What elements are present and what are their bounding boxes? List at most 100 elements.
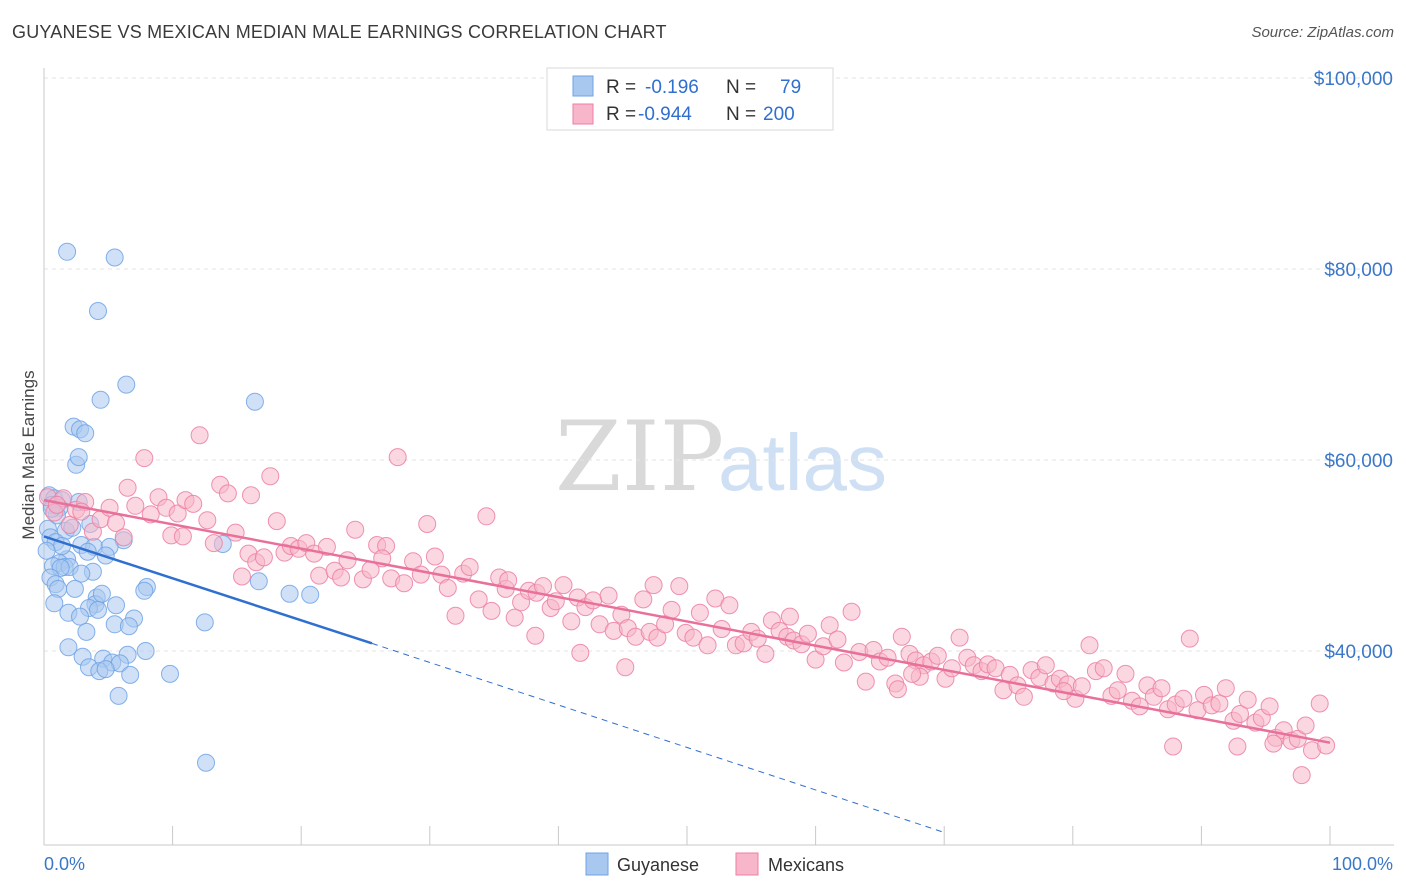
- x-tick-label-0: 0.0%: [44, 854, 85, 874]
- point-mexicans-13: [135, 449, 154, 468]
- gridlines: [44, 77, 1394, 652]
- legend-n-label-2: N =: [726, 104, 756, 125]
- legend-r-value-2: -0.944: [638, 104, 692, 125]
- legend-bottom: Guyanese Mexicans: [585, 852, 844, 876]
- point-mexicans-53: [418, 515, 437, 533]
- point-guyanese-39: [249, 572, 268, 591]
- point-guyanese-52: [89, 600, 107, 619]
- x-tick-labels: 0.0% 100.0%: [44, 854, 1393, 874]
- y-tick-label-1: $60,000: [1324, 451, 1393, 472]
- point-mexicans-163: [1210, 694, 1229, 713]
- watermark: ZIP atlas: [555, 401, 887, 513]
- point-mexicans-61: [477, 507, 496, 526]
- point-mexicans-50: [395, 574, 414, 593]
- point-mexicans-112: [842, 602, 861, 621]
- point-mexicans-42: [338, 551, 357, 570]
- point-mexicans-181: [242, 486, 260, 505]
- legend-n-label-1: N =: [726, 77, 756, 98]
- chart-title: GUYANESE VS MEXICAN MEDIAN MALE EARNINGS…: [12, 22, 667, 42]
- point-guyanese-48: [45, 594, 64, 613]
- point-mexicans-85: [648, 628, 667, 647]
- point-mexicans-127: [950, 628, 969, 647]
- point-mexicans-38: [310, 566, 329, 585]
- x-tick-label-1: 100.0%: [1332, 854, 1393, 874]
- point-mexicans-10: [114, 528, 133, 547]
- point-mexicans-32: [267, 512, 286, 531]
- point-mexicans-25: [218, 484, 237, 503]
- point-mexicans-145: [1080, 636, 1099, 655]
- point-mexicans-88: [670, 577, 689, 596]
- point-guyanese-5: [245, 392, 264, 411]
- point-mexicans-150: [1116, 664, 1135, 683]
- point-mexicans-59: [460, 558, 479, 576]
- point-mexicans-185: [780, 607, 799, 626]
- point-mexicans-114: [856, 672, 875, 691]
- point-mexicans-111: [834, 653, 853, 672]
- point-mexicans-78: [599, 586, 618, 605]
- point-mexicans-39: [317, 537, 336, 556]
- point-mexicans-18: [168, 504, 187, 523]
- point-mexicans-193: [888, 680, 907, 699]
- point-mexicans-92: [698, 636, 717, 655]
- point-mexicans-170: [1260, 697, 1279, 716]
- trend-lines: [43, 498, 1331, 833]
- point-mexicans-190: [1264, 734, 1283, 753]
- point-guyanese-8: [76, 424, 95, 443]
- point-mexicans-139: [1036, 656, 1055, 675]
- bottom-legend-swatch-mexicans: [735, 852, 759, 876]
- source-label: Source: ZipAtlas.com: [1251, 24, 1394, 41]
- point-mexicans-107: [806, 650, 825, 669]
- legend-swatch-mexicans: [572, 103, 594, 125]
- bottom-legend-swatch-guyanese: [585, 852, 609, 876]
- point-guyanese-1: [105, 248, 124, 267]
- legend-r-label-2: R =: [606, 104, 636, 125]
- point-guyanese-70: [161, 664, 179, 683]
- point-guyanese-4: [91, 390, 110, 409]
- point-mexicans-83: [634, 590, 653, 609]
- watermark-zip: ZIP: [555, 401, 724, 513]
- bottom-legend-label-mexicans: Mexicans: [768, 855, 844, 875]
- point-guyanese-50: [107, 596, 125, 615]
- point-mexicans-159: [1180, 629, 1199, 648]
- point-mexicans-41: [332, 568, 351, 587]
- point-guyanese-60: [59, 638, 78, 657]
- point-mexicans-147: [1094, 659, 1113, 678]
- point-mexicans-95: [720, 596, 739, 615]
- point-guyanese-72: [109, 686, 128, 705]
- legend-r-value-1: -0.196: [645, 77, 699, 98]
- x-axis-ticks: [43, 826, 1331, 845]
- point-mexicans-20: [184, 494, 203, 513]
- point-mexicans-136: [1014, 687, 1033, 706]
- point-mexicans-30: [254, 548, 273, 567]
- point-mexicans-178: [1317, 736, 1336, 755]
- point-guyanese-3: [117, 375, 136, 394]
- point-mexicans-188: [1164, 737, 1183, 756]
- point-mexicans-110: [828, 630, 847, 649]
- point-mexicans-124: [928, 646, 947, 665]
- point-mexicans-195: [616, 658, 635, 677]
- point-mexicans-184: [644, 576, 663, 595]
- point-mexicans-175: [1296, 716, 1315, 735]
- y-tick-label-3: $100,000: [1314, 69, 1393, 90]
- point-guyanese-73: [197, 753, 215, 772]
- point-mexicans-158: [1174, 689, 1193, 708]
- point-mexicans-164: [1216, 679, 1235, 698]
- point-mexicans-76: [584, 591, 603, 610]
- point-mexicans-167: [1238, 690, 1257, 709]
- y-axis-label: Median Male Earnings: [19, 370, 38, 539]
- point-guyanese-0: [58, 242, 77, 261]
- trend-line-mexicans: [43, 498, 1331, 744]
- point-guyanese-78: [37, 541, 56, 560]
- point-mexicans-52: [411, 565, 430, 584]
- point-mexicans-11: [118, 478, 137, 497]
- point-mexicans-180: [173, 527, 192, 546]
- point-mexicans-155: [1152, 679, 1171, 698]
- point-mexicans-65: [505, 608, 524, 627]
- point-guyanese-2: [89, 302, 107, 320]
- y-tick-label-2: $80,000: [1324, 260, 1393, 281]
- point-guyanese-61: [136, 642, 155, 660]
- point-mexicans-23: [204, 534, 223, 553]
- point-mexicans-56: [438, 579, 457, 597]
- point-guyanese-54: [71, 607, 89, 626]
